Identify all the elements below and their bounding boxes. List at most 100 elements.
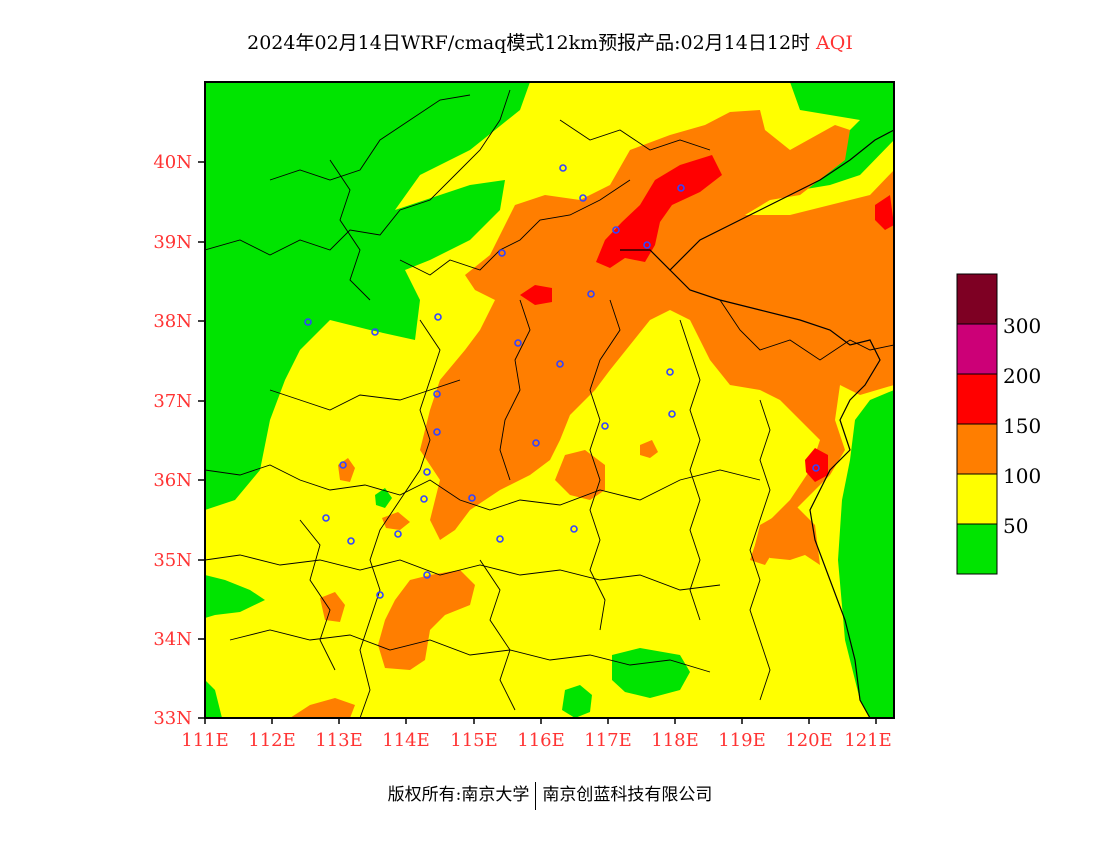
lat-label-33n: 33N: [153, 708, 192, 729]
lon-label-119e: 119E: [718, 730, 766, 751]
lat-label-37n: 37N: [153, 391, 192, 412]
title-variable: AQI: [816, 32, 853, 54]
aqi-region-unhealthy-north: [596, 155, 722, 268]
aqi-region-unhealthy-center: [520, 285, 552, 305]
station-marker: [498, 249, 506, 257]
station-markers: [304, 164, 820, 599]
aqi-fill-layer: [205, 82, 894, 718]
lon-label-111e: 111E: [181, 730, 229, 751]
station-marker: [376, 591, 384, 599]
station-marker: [322, 514, 330, 522]
aqi-region-usg-southeast: [755, 505, 820, 565]
legend-label-150: 150: [1003, 414, 1041, 438]
color-legend: 300 200 150 100 50: [956, 273, 1041, 575]
lat-label-34n: 34N: [153, 629, 192, 650]
legend-swatch-hazardous: [956, 273, 998, 325]
station-marker: [433, 390, 441, 398]
station-marker: [570, 525, 578, 533]
province-boundary: [559, 119, 711, 151]
station-marker: [643, 241, 651, 249]
lat-label-39n: 39N: [153, 232, 192, 253]
station-marker: [339, 461, 347, 469]
station-marker: [423, 468, 431, 476]
province-boundary: [589, 299, 621, 631]
aqi-region-usg-south: [378, 570, 475, 670]
province-boundary: [399, 179, 631, 276]
province-boundary: [269, 94, 471, 181]
longitude-axis: 111E 112E 113E 114E 115E 116E 117E 118E …: [181, 718, 892, 751]
province-boundary: [269, 379, 461, 411]
legend-label-100: 100: [1003, 464, 1041, 488]
station-marker: [601, 422, 609, 430]
province-boundary: [359, 319, 441, 718]
station-marker: [532, 439, 540, 447]
station-marker: [468, 494, 476, 502]
station-marker: [394, 530, 402, 538]
aqi-region-usg-mid: [555, 450, 605, 500]
map-frame: [204, 81, 895, 719]
lon-label-117e: 117E: [584, 730, 632, 751]
station-marker: [556, 360, 564, 368]
aqi-region-good-corner: [205, 680, 222, 718]
province-boundary: [329, 159, 371, 301]
aqi-region-good-south-blob: [562, 685, 592, 718]
footer-divider: [535, 781, 537, 810]
station-marker: [514, 339, 522, 347]
aqi-region-usg-bottom: [290, 698, 355, 718]
station-marker: [666, 368, 674, 376]
lon-label-120e: 120E: [785, 730, 833, 751]
station-marker: [668, 410, 676, 418]
coastline: [620, 129, 894, 271]
province-boundary: [229, 629, 711, 673]
province-boundary: [499, 299, 531, 481]
station-marker: [587, 290, 595, 298]
lat-label-38n: 38N: [153, 311, 192, 332]
lon-label-115e: 115E: [450, 730, 498, 751]
lon-label-114e: 114E: [382, 730, 430, 751]
station-marker: [347, 537, 355, 545]
province-boundary: [205, 554, 721, 591]
station-marker: [434, 313, 442, 321]
station-marker: [420, 495, 428, 503]
station-marker: [371, 328, 379, 336]
aqi-region-good-east: [838, 390, 894, 718]
station-marker: [612, 226, 620, 234]
lat-label-35n: 35N: [153, 550, 192, 571]
aqi-region-usg-spot2: [320, 592, 345, 622]
province-boundary: [749, 399, 771, 701]
station-marker: [304, 318, 312, 326]
station-marker: [433, 428, 441, 436]
aqi-region-usg-spot4: [640, 440, 658, 458]
latitude-axis: 40N 39N 38N 37N 36N 35N 34N 33N: [153, 152, 205, 729]
aqi-region-good-southwest: [205, 575, 265, 618]
station-marker: [423, 571, 431, 579]
aqi-region-unhealthy-ne: [875, 195, 894, 230]
lon-label-118e: 118E: [651, 730, 699, 751]
province-boundary: [679, 319, 701, 621]
aqi-region-usg-spot1: [338, 458, 355, 482]
legend-swatch-unhealthy: [956, 373, 998, 425]
aqi-region-good-small: [375, 488, 392, 508]
lat-label-40n: 40N: [153, 152, 192, 173]
lon-label-113e: 113E: [315, 730, 363, 751]
province-boundary: [719, 299, 894, 361]
legend-label-200: 200: [1003, 364, 1041, 388]
legend-swatch-good: [956, 523, 998, 575]
station-marker: [559, 164, 567, 172]
aqi-region-good-northwest: [205, 82, 530, 510]
province-boundary: [299, 519, 336, 671]
legend-swatch-moderate: [956, 473, 998, 525]
title-main: 2024年02月14日WRF/cmaq模式12km预报产品:02月14日12时: [247, 32, 811, 54]
province-boundary: [205, 464, 761, 511]
copyright-company: 南京创蓝科技有限公司: [542, 785, 713, 805]
legend-label-300: 300: [1003, 314, 1041, 338]
station-marker: [812, 464, 820, 472]
lon-label-121e: 121E: [844, 730, 892, 751]
map-title: 2024年02月14日WRF/cmaq模式12km预报产品:02月14日12时 A…: [0, 28, 1100, 55]
legend-swatch-usg: [956, 423, 998, 475]
province-boundary: [479, 559, 516, 711]
station-marker: [579, 194, 587, 202]
lon-label-116e: 116E: [517, 730, 565, 751]
legend-swatch-very-unhealthy: [956, 323, 998, 375]
